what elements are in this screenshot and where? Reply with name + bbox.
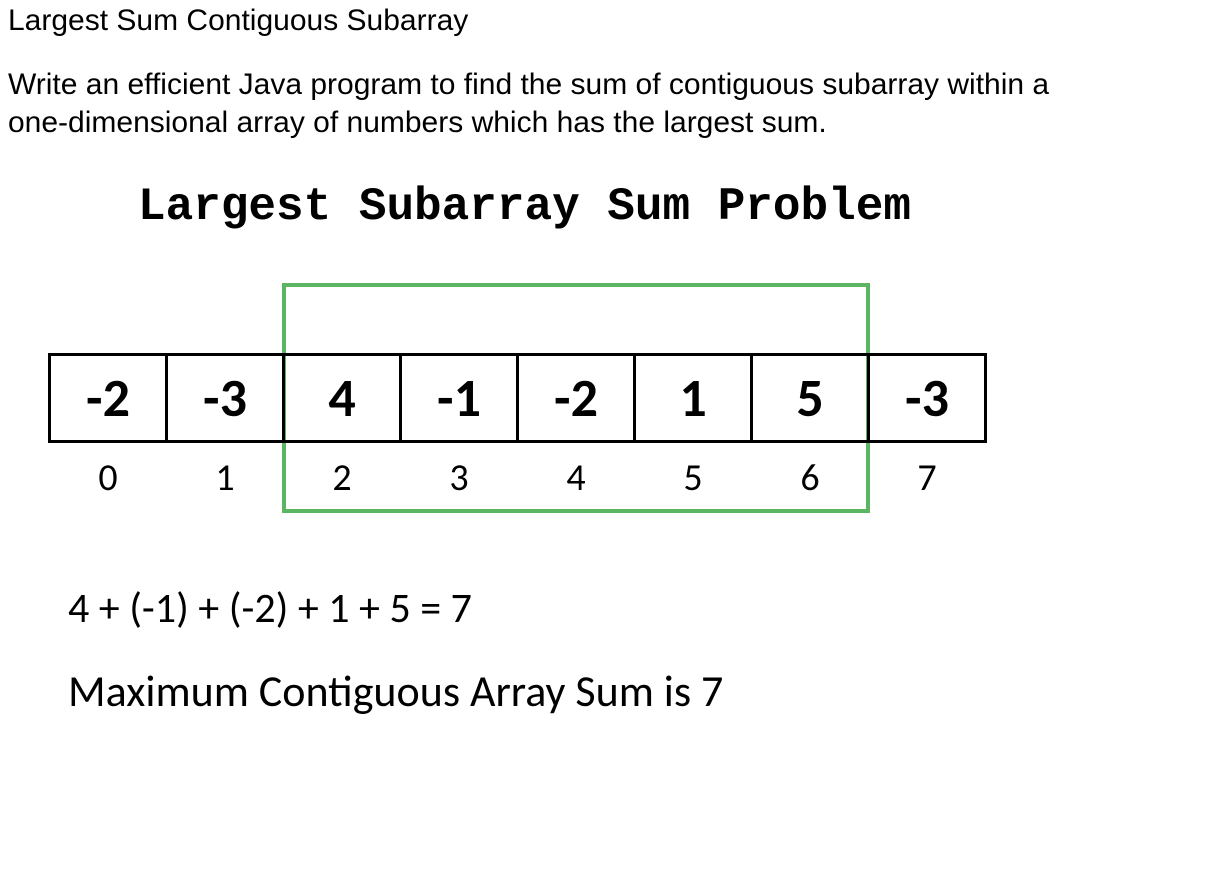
index-row: 01234567 bbox=[48, 453, 984, 503]
array-row: -2-34-1-215-3 bbox=[48, 353, 987, 443]
index-cell: 5 bbox=[633, 453, 753, 503]
array-cell: -2 bbox=[48, 353, 168, 443]
index-cell: 7 bbox=[867, 453, 987, 503]
array-cell: -3 bbox=[867, 353, 987, 443]
array-cell: -1 bbox=[399, 353, 519, 443]
page-title: Largest Sum Contiguous Subarray bbox=[8, 4, 1206, 38]
array-cell: 4 bbox=[282, 353, 402, 443]
problem-statement: Write an efficient Java program to find … bbox=[8, 66, 1108, 141]
array-cell: 1 bbox=[633, 353, 753, 443]
index-cell: 0 bbox=[48, 453, 168, 503]
page-root: Largest Sum Contiguous Subarray Write an… bbox=[0, 0, 1214, 870]
array-cell: -2 bbox=[516, 353, 636, 443]
index-cell: 3 bbox=[399, 453, 519, 503]
array-cell: -3 bbox=[165, 353, 285, 443]
index-cell: 4 bbox=[516, 453, 636, 503]
index-cell: 2 bbox=[282, 453, 402, 503]
index-cell: 1 bbox=[165, 453, 285, 503]
max-sum-result: Maximum Contiguous Array Sum is 7 bbox=[68, 664, 1206, 718]
index-cell: 6 bbox=[750, 453, 870, 503]
array-diagram: -2-34-1-215-3 01234567 bbox=[48, 283, 1148, 543]
sum-equation: 4 + (-1) + (-2) + 1 + 5 = 7 bbox=[68, 583, 1206, 634]
array-cell: 5 bbox=[750, 353, 870, 443]
diagram-title: Largest Subarray Sum Problem bbox=[138, 181, 1206, 233]
